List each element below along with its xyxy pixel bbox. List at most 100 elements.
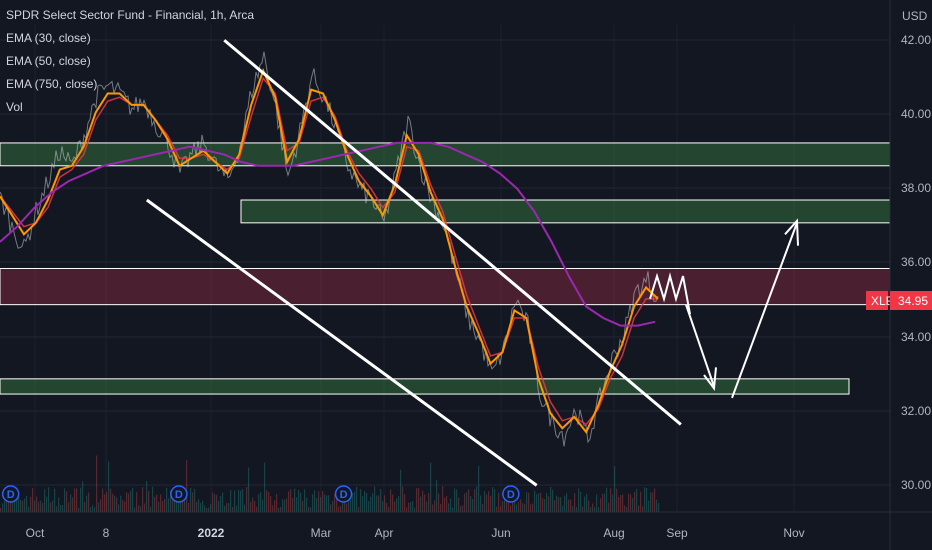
- volume-bar: [154, 496, 156, 512]
- volume-bar: [266, 490, 268, 512]
- volume-bar: [152, 486, 154, 512]
- volume-bar: [552, 489, 554, 512]
- dividend-marker-label: D: [7, 489, 15, 501]
- dividend-marker-circle: [502, 485, 520, 503]
- volume-bar: [620, 495, 622, 512]
- volume-bar: [168, 498, 170, 512]
- x-tick-label: Nov: [783, 526, 804, 540]
- volume-bar: [144, 503, 146, 512]
- volume-bar: [498, 492, 500, 512]
- volume-bar: [310, 507, 312, 512]
- volume-bar: [402, 486, 404, 512]
- volume-bar: [442, 486, 444, 512]
- volume-bar: [472, 499, 474, 512]
- volume-bar: [62, 504, 64, 512]
- volume-bar: [326, 495, 328, 512]
- price-projection[interactable]: [649, 218, 799, 399]
- volume-bar: [320, 497, 322, 512]
- volume-bar: [230, 490, 232, 512]
- volume-bar: [92, 505, 94, 512]
- volume-bar: [316, 497, 318, 512]
- volume-bar: [352, 492, 354, 512]
- indicator-ema30[interactable]: EMA (30, close): [6, 31, 91, 45]
- volume-bar: [198, 499, 200, 512]
- dividend-marker[interactable]: D: [334, 485, 353, 503]
- volume-bar: [304, 489, 306, 512]
- trend-channel[interactable]: [145, 39, 682, 487]
- volume-bar: [394, 501, 396, 512]
- projection-down-arrowhead: [703, 367, 717, 391]
- volume-bar: [138, 505, 140, 512]
- volume-bar: [42, 502, 44, 512]
- volume-bar: [70, 494, 72, 512]
- zone-resistance: [0, 268, 891, 306]
- volume-bar: [0, 507, 2, 512]
- x-tick-label: Apr: [375, 526, 394, 540]
- volume-bar: [242, 489, 244, 512]
- trendline: [145, 198, 538, 487]
- volume-bar: [194, 488, 196, 512]
- volume-bar: [494, 489, 496, 512]
- volume-bar: [40, 500, 42, 512]
- volume-bar: [54, 488, 56, 512]
- dividend-marker[interactable]: D: [170, 485, 188, 503]
- volume-bar: [246, 486, 248, 512]
- volume-bar: [540, 492, 542, 512]
- volume-bar: [164, 498, 166, 512]
- dividend-marker[interactable]: D: [1, 485, 20, 503]
- volume-bar: [298, 490, 300, 512]
- volume-bar: [24, 498, 26, 512]
- volume-bar: [224, 505, 226, 512]
- indicator-volume[interactable]: Vol: [6, 100, 23, 114]
- volume-bar: [126, 492, 128, 512]
- volume-bar: [492, 487, 494, 512]
- volume-bar: [532, 503, 534, 512]
- volume-bar: [432, 504, 434, 512]
- volume-bar: [52, 500, 54, 512]
- price-zones[interactable]: [0, 142, 891, 395]
- x-tick-label: Aug: [603, 526, 624, 540]
- volume-bar: [286, 498, 288, 512]
- volume-bar: [372, 493, 374, 512]
- volume-bar: [448, 503, 450, 512]
- volume-bar: [606, 487, 608, 512]
- volume-bar: [102, 488, 104, 512]
- chart-legend: SPDR Select Sector Fund - Financial, 1h,…: [6, 4, 254, 119]
- volume-bar: [378, 495, 380, 512]
- volume-bar: [454, 488, 456, 512]
- volume-bar: [296, 497, 298, 512]
- chart-title[interactable]: SPDR Select Sector Fund - Financial, 1h,…: [6, 8, 255, 22]
- volume-bar: [148, 490, 150, 512]
- volume-bar: [272, 505, 274, 512]
- symbol-tag: XLF: [871, 294, 893, 308]
- volume-bar: [600, 498, 602, 512]
- volume-bar: [278, 507, 280, 512]
- volume-bar: [172, 500, 174, 512]
- dividend-marker[interactable]: D: [502, 485, 520, 503]
- volume-bar: [106, 492, 108, 512]
- volume-bar: [146, 481, 148, 512]
- volume-bar: [338, 506, 340, 512]
- volume-bar: [174, 497, 176, 512]
- volume-bar: [418, 488, 420, 512]
- volume-bar: [44, 489, 46, 512]
- volume-bar: [470, 495, 472, 512]
- volume-bar: [128, 493, 130, 512]
- volume-bar: [22, 500, 24, 512]
- series-lines: [0, 51, 659, 447]
- volume-bar: [160, 494, 162, 512]
- volume-bar: [370, 496, 372, 512]
- indicator-ema50[interactable]: EMA (50, close): [6, 54, 91, 68]
- volume-bar: [344, 501, 346, 512]
- volume-bar: [218, 500, 220, 512]
- dividend-marker-label: D: [175, 489, 183, 501]
- volume-bar: [282, 499, 284, 512]
- volume-bar: [500, 506, 502, 512]
- trendline: [223, 39, 682, 426]
- volume-bar: [570, 499, 572, 512]
- indicator-ema750[interactable]: EMA (750, close): [6, 77, 98, 91]
- currency-label: USD: [902, 9, 928, 23]
